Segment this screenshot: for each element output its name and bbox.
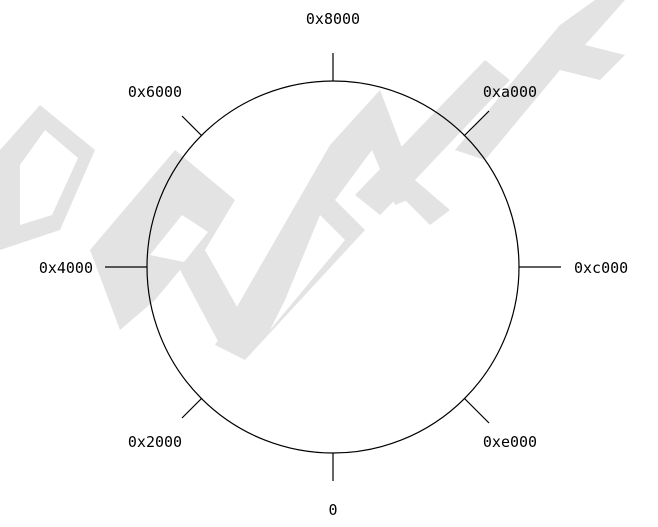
- ring-ticks: [105, 53, 561, 481]
- tick-label-0x6000: 0x6000: [128, 83, 182, 101]
- tick-label-0x2000: 0x2000: [128, 433, 182, 451]
- tick-label-0xa000: 0xa000: [483, 83, 537, 101]
- tick-label-0x8000: 0x8000: [306, 10, 360, 28]
- tick-label-0: 0: [328, 501, 337, 519]
- tick-mark-0x6000: [181, 115, 203, 137]
- tick-mark-0xe000: [463, 397, 490, 424]
- tick-label-0xc000: 0xc000: [574, 259, 628, 277]
- tick-mark-0x2000: [181, 397, 203, 419]
- tick-mark-0xa000: [463, 110, 490, 137]
- draft-watermark: [0, 0, 625, 360]
- tick-label-0x4000: 0x4000: [39, 259, 93, 277]
- tick-label-0xe000: 0xe000: [483, 433, 537, 451]
- ring-tick-labels: 0 0x2000 0x4000 0x6000 0x8000 0xa000 0xc…: [39, 10, 628, 519]
